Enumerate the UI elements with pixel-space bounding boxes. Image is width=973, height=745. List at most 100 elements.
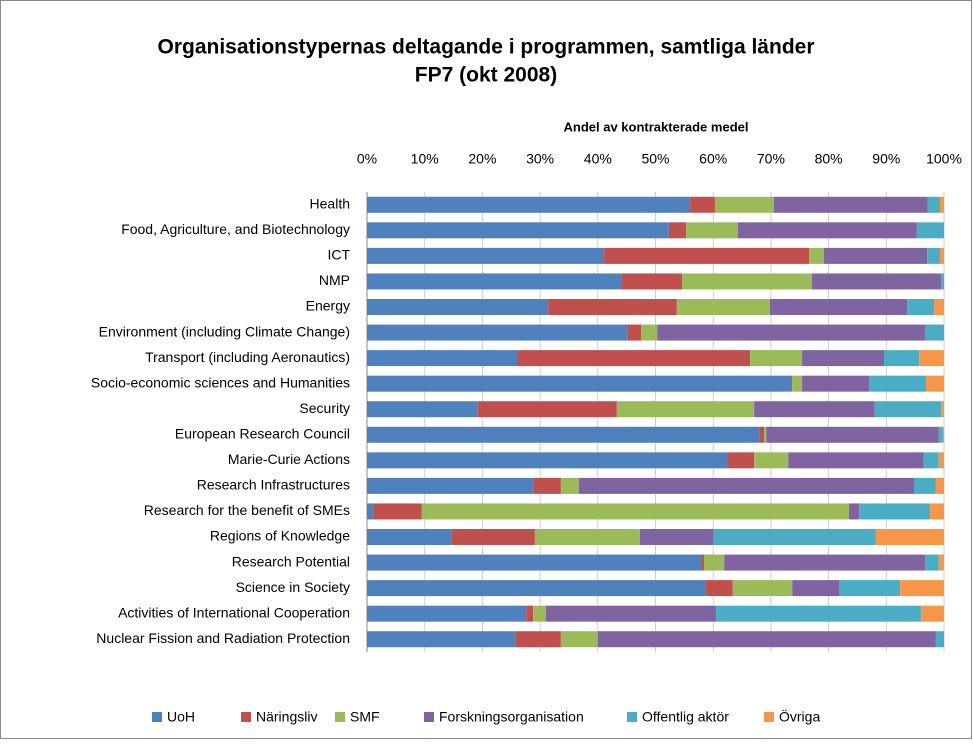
bar-segment — [874, 401, 942, 418]
bar-segment — [934, 299, 944, 315]
bar-segment — [766, 426, 939, 443]
bar-segment — [724, 554, 925, 571]
bar-segment — [421, 503, 849, 520]
bar-segment — [788, 452, 924, 469]
chart-title: FP7 (okt 2008) — [415, 64, 557, 87]
chart-title: Organisationstypernas deltagande i progr… — [157, 36, 814, 59]
bar-segment — [927, 247, 940, 264]
y-tick-label: Energy — [306, 298, 350, 314]
bar-segment — [920, 605, 944, 622]
bar-segment — [367, 452, 728, 469]
bar-segment — [534, 529, 640, 545]
bar-segment — [367, 529, 452, 545]
y-tick-label: Research for the benefit of SMEs — [144, 502, 350, 518]
bar-segment — [622, 273, 683, 290]
bar-segment — [754, 401, 875, 418]
bar-segment — [802, 375, 869, 392]
bar-segment — [367, 273, 623, 290]
bar-segment — [938, 426, 943, 443]
bar-segment — [727, 452, 755, 469]
y-tick-label: Research Infrastructures — [197, 477, 350, 493]
y-tick-label: Environment (including Climate Change) — [99, 323, 350, 339]
bar-segment — [916, 222, 944, 239]
bar-segment — [883, 350, 920, 367]
bar-segment — [560, 631, 598, 648]
bar-segment — [942, 426, 944, 443]
bar-segment — [533, 477, 561, 494]
x-tick-label: 60% — [699, 151, 727, 167]
bar-segment — [367, 222, 669, 239]
y-tick-label: Research Potential — [232, 553, 350, 569]
x-tick-label: 90% — [872, 151, 900, 167]
axis-title: Andel av kontrakterade medel — [564, 119, 749, 134]
bar-segment — [367, 554, 702, 571]
x-tick-label: 10% — [411, 151, 439, 167]
y-tick-label: Regions of Knowledge — [210, 528, 350, 544]
y-tick-label: Activities of International Cooperation — [118, 604, 350, 620]
bar-segment — [769, 299, 908, 315]
bar-segment — [791, 375, 793, 392]
bar-segment — [714, 196, 774, 213]
x-tick-label: 30% — [526, 151, 554, 167]
bar-segment — [763, 426, 767, 443]
bar-segment — [875, 529, 944, 545]
bar-segment — [716, 605, 921, 622]
bar-segment — [373, 503, 422, 520]
bar-segment — [848, 503, 860, 520]
bar-segment — [627, 324, 642, 341]
x-tick-label: 50% — [641, 151, 669, 167]
bar-segment — [738, 222, 917, 239]
x-tick-label: 100% — [926, 151, 962, 167]
bar-segment — [367, 580, 706, 597]
bar-segment — [367, 375, 792, 392]
legend-swatch — [627, 712, 637, 722]
bar-segment — [639, 529, 714, 545]
bar-segment — [900, 580, 944, 597]
bar-segment — [367, 426, 760, 443]
bar-segment — [367, 631, 516, 648]
bar-segment — [924, 554, 939, 571]
y-tick-label: European Research Council — [175, 425, 350, 441]
y-tick-label: Marie-Curie Actions — [228, 451, 350, 467]
legend-swatch — [152, 712, 162, 722]
bar-segment — [545, 605, 717, 622]
bar-segment — [838, 580, 901, 597]
x-tick-label: 80% — [815, 151, 843, 167]
bar-segment — [927, 196, 940, 213]
y-tick-label: ICT — [327, 247, 350, 263]
bar-segment — [939, 196, 944, 213]
y-tick-label: Socio-economic sciences and Humanities — [91, 374, 350, 390]
y-tick-label: Science in Society — [236, 579, 350, 595]
bar-segment — [868, 375, 927, 392]
legend-swatch — [241, 712, 251, 722]
bar-segment — [773, 196, 928, 213]
bar-segment — [941, 273, 944, 290]
bar-segment — [367, 324, 628, 341]
bar-segment — [926, 375, 944, 392]
bar-segment — [668, 222, 687, 239]
y-tick-label: Food, Agriculture, and Biotechnology — [121, 221, 350, 237]
bar-segment — [690, 196, 715, 213]
legend-swatch — [764, 712, 774, 722]
bar-segment — [938, 452, 944, 469]
bar-segment — [641, 324, 658, 341]
y-tick-label: NMP — [319, 272, 350, 288]
y-tick-label: Nuclear Fission and Radiation Protection — [96, 630, 350, 646]
bar-segment — [930, 503, 944, 520]
bar-segment — [703, 554, 725, 571]
bar-segment — [750, 350, 803, 367]
bar-segment — [560, 477, 579, 494]
bar-segment — [597, 631, 936, 648]
x-tick-label: 40% — [584, 151, 612, 167]
bar-segment — [923, 452, 939, 469]
bar-segment — [367, 605, 527, 622]
bar-segment — [616, 401, 755, 418]
bar-segment — [526, 605, 534, 622]
legend-swatch — [424, 712, 434, 722]
bar-segment — [859, 503, 931, 520]
legend-swatch — [335, 712, 345, 722]
legend-label: UoH — [167, 709, 195, 725]
bar-segment — [938, 554, 944, 571]
bar-segment — [477, 401, 617, 418]
legend-label: Forskningsorganisation — [439, 709, 584, 725]
